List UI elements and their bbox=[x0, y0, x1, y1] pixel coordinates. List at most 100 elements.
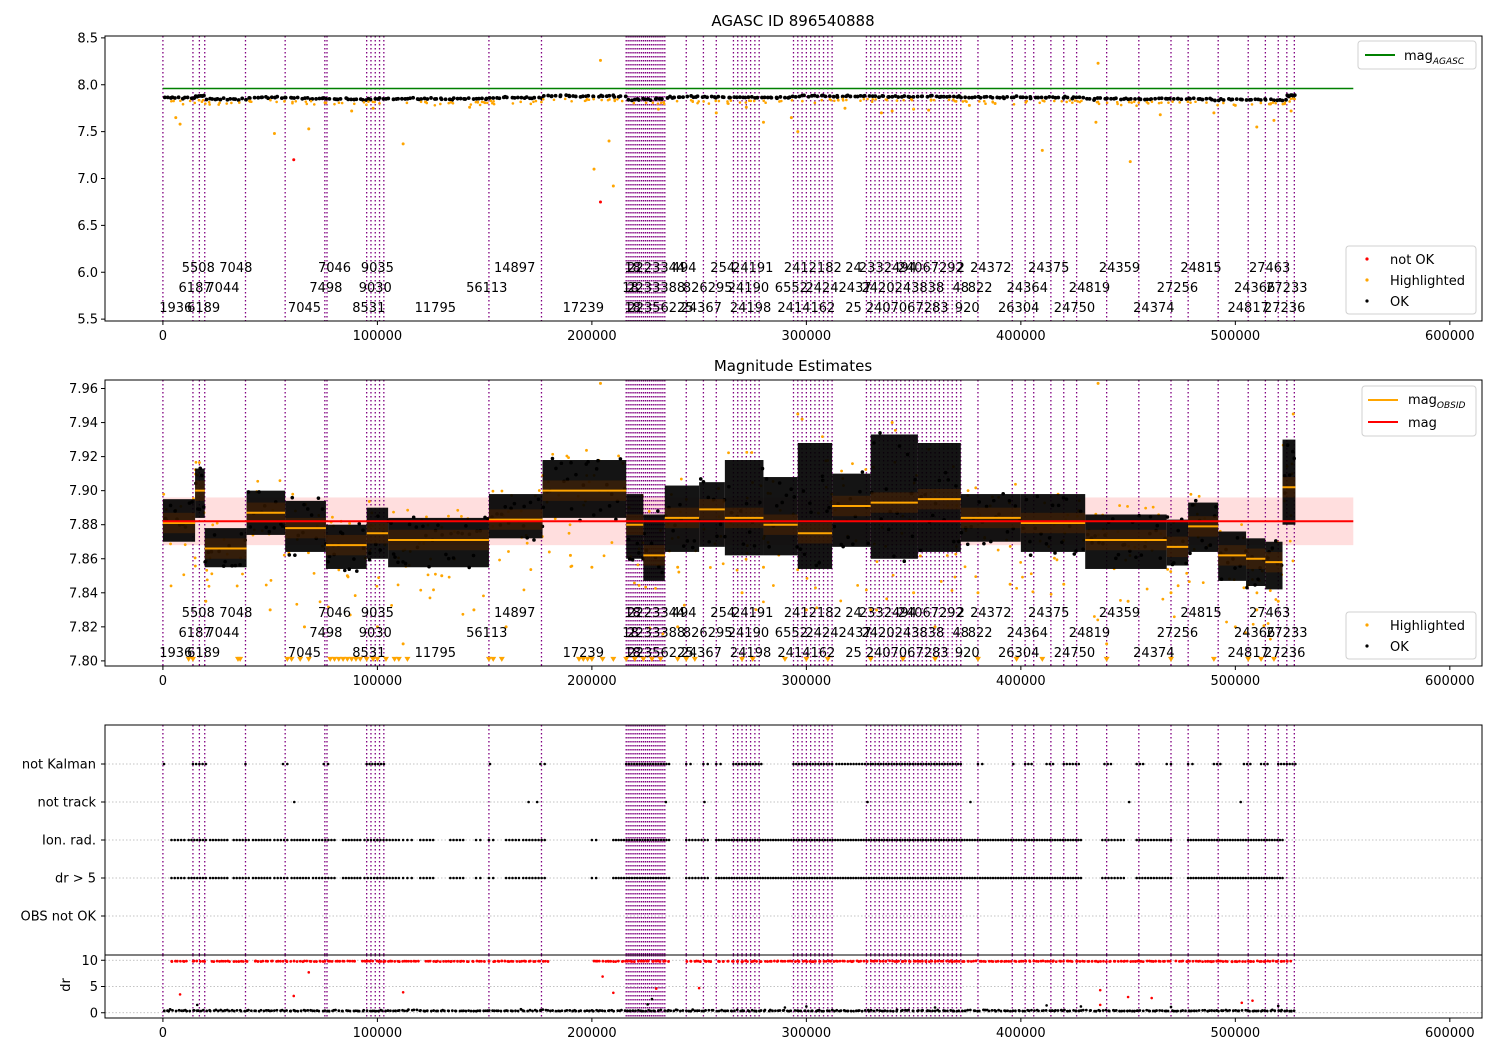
y-tick-label: 7.5 bbox=[77, 125, 98, 140]
ok-point bbox=[802, 93, 806, 98]
flag-point bbox=[651, 762, 655, 766]
dr-point bbox=[1050, 1009, 1054, 1012]
flag-point bbox=[1189, 838, 1193, 842]
ok-point bbox=[236, 98, 241, 102]
ok-point bbox=[910, 534, 915, 539]
highlighted-point bbox=[1244, 631, 1247, 634]
flag-point bbox=[624, 762, 628, 766]
highlighted-point bbox=[801, 99, 804, 103]
dr-point bbox=[639, 1009, 643, 1013]
ok-point bbox=[990, 95, 995, 100]
dr-point bbox=[684, 1009, 688, 1013]
ok-point bbox=[512, 95, 517, 100]
highlighted-point bbox=[644, 101, 648, 105]
ok-point bbox=[540, 524, 545, 529]
dr-point bbox=[1271, 959, 1275, 963]
flag-point bbox=[322, 762, 326, 766]
dr-point bbox=[928, 1009, 932, 1013]
flag-point bbox=[1074, 838, 1078, 842]
flag-point bbox=[176, 876, 180, 880]
flag-point bbox=[803, 762, 806, 766]
obsid-label: 24198 bbox=[730, 646, 771, 661]
ok-point bbox=[656, 509, 660, 513]
flag-point bbox=[890, 876, 894, 880]
highlighted-point bbox=[902, 98, 905, 102]
below-range-marker bbox=[363, 656, 370, 662]
dr-point bbox=[881, 959, 885, 963]
ok-point bbox=[806, 94, 811, 99]
ok-point bbox=[1139, 553, 1144, 557]
below-range-marker bbox=[599, 656, 606, 662]
flag-point bbox=[235, 838, 238, 842]
flag-point bbox=[298, 876, 302, 880]
ok-point bbox=[951, 539, 956, 544]
dr-point bbox=[766, 960, 769, 963]
flag-point bbox=[896, 838, 899, 842]
flag-point bbox=[1165, 762, 1169, 766]
flag-point bbox=[1104, 876, 1107, 880]
obsid-label: 48 bbox=[953, 626, 970, 641]
highlighted-point bbox=[489, 99, 493, 103]
not-ok-point bbox=[292, 158, 296, 162]
highlighted-point bbox=[275, 100, 278, 104]
ok-point bbox=[1111, 517, 1115, 521]
x-tick-label: 600000 bbox=[1425, 329, 1475, 344]
highlighted-point bbox=[541, 97, 545, 101]
ok-point bbox=[923, 492, 927, 497]
dr-point bbox=[822, 1009, 825, 1013]
flag-point bbox=[885, 876, 889, 880]
ok-point bbox=[1061, 496, 1066, 500]
flag-point bbox=[225, 876, 229, 880]
dr-point bbox=[799, 1009, 803, 1013]
ok-point bbox=[853, 514, 858, 519]
flag-point bbox=[746, 838, 749, 842]
ok-point bbox=[498, 523, 503, 527]
dr-point bbox=[471, 960, 475, 963]
dr-point bbox=[162, 1009, 166, 1013]
dr-point bbox=[822, 959, 826, 963]
flag-point bbox=[1260, 876, 1263, 880]
flag-point bbox=[1071, 838, 1075, 842]
flag-point bbox=[958, 876, 961, 880]
flag-point bbox=[452, 838, 455, 842]
highlighted-point bbox=[976, 591, 980, 595]
flag-point bbox=[959, 762, 963, 766]
flag-point bbox=[397, 838, 401, 842]
highlighted-point bbox=[961, 100, 965, 103]
ok-point bbox=[177, 523, 182, 527]
y-tick-label: 7.94 bbox=[69, 416, 98, 431]
dr-point bbox=[955, 959, 959, 963]
dr-point bbox=[1150, 996, 1153, 1000]
obsid-label: 7498 bbox=[309, 281, 342, 296]
flag-point bbox=[627, 838, 631, 842]
flag-point bbox=[1275, 838, 1279, 842]
ok-point bbox=[1148, 531, 1152, 536]
dr-point bbox=[950, 960, 954, 964]
flag-point bbox=[1079, 838, 1083, 842]
highlighted-point bbox=[727, 451, 730, 455]
highlighted-point bbox=[367, 100, 370, 103]
dr-point bbox=[996, 959, 1000, 963]
flag-point bbox=[195, 876, 199, 880]
flag-point bbox=[1065, 762, 1069, 766]
ok-point bbox=[368, 551, 372, 555]
dr-point bbox=[616, 959, 620, 963]
dr-point bbox=[604, 959, 608, 963]
ok-point bbox=[715, 534, 719, 539]
highlighted-point bbox=[945, 554, 949, 557]
y-tick-label: 5 bbox=[90, 980, 98, 995]
ok-point bbox=[767, 545, 771, 549]
flag-point bbox=[828, 762, 831, 766]
flag-point bbox=[1045, 762, 1048, 766]
ok-point bbox=[296, 533, 301, 538]
ok-point bbox=[1279, 563, 1284, 568]
highlighted-point bbox=[814, 586, 817, 590]
dr-point bbox=[1042, 1009, 1045, 1012]
dr-point bbox=[966, 1008, 970, 1012]
ok-point bbox=[947, 94, 952, 99]
dr-point bbox=[952, 1009, 956, 1013]
dr-point bbox=[221, 959, 225, 963]
dr-point bbox=[341, 1009, 344, 1013]
ok-point bbox=[301, 530, 305, 535]
y-tick-label: 7.92 bbox=[69, 450, 98, 465]
